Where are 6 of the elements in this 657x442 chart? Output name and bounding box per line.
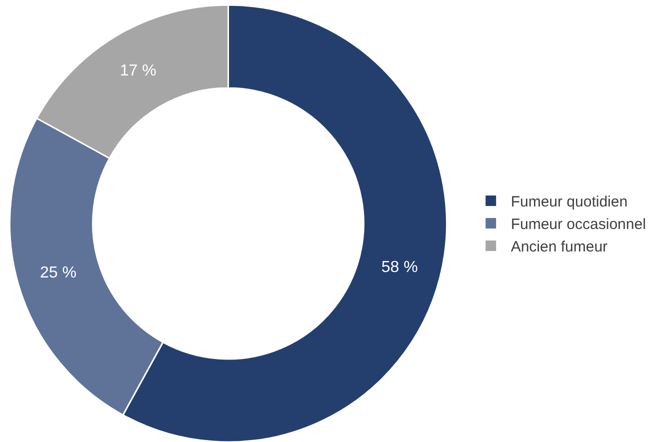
data-label: 17 % xyxy=(120,62,156,80)
legend-label: Fumeur occasionnel xyxy=(510,216,646,234)
legend-label: Ancien fumeur xyxy=(510,238,608,256)
data-label: 25 % xyxy=(40,264,76,282)
legend-label: Fumeur quotidien xyxy=(510,194,628,211)
data-label: 58 % xyxy=(381,259,418,276)
